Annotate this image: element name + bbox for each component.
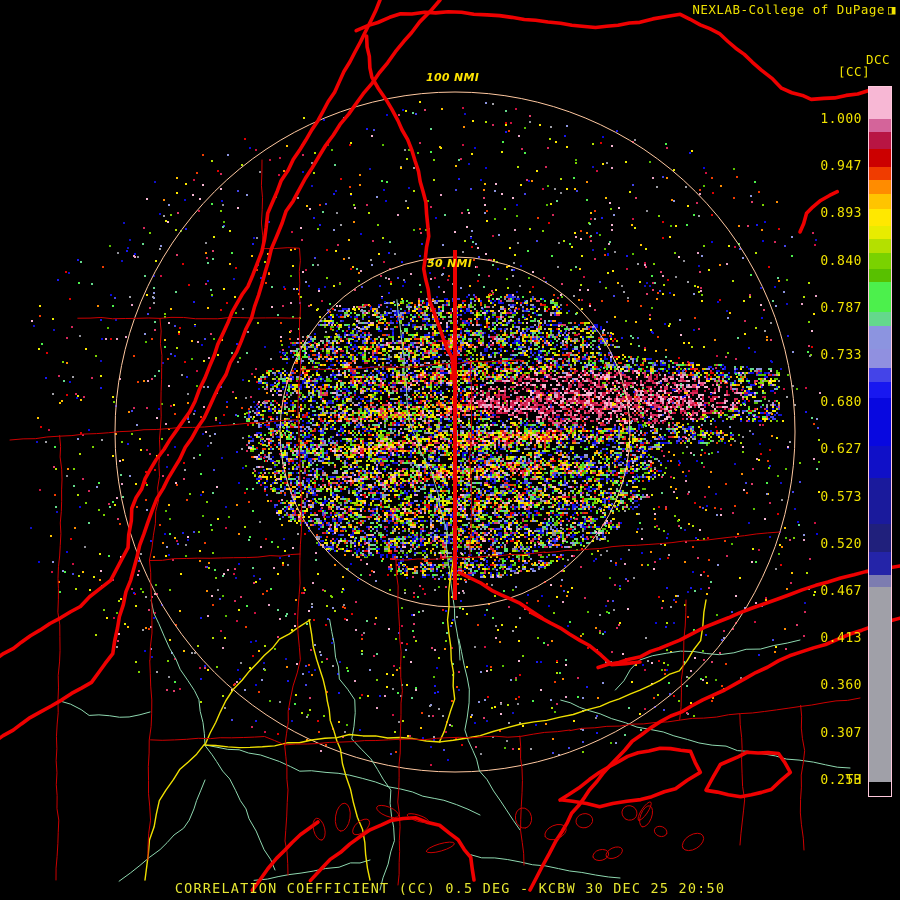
- colorbar-segment: [869, 194, 891, 209]
- colorbar-segment: [869, 587, 891, 783]
- colorbar-segment: [869, 523, 891, 553]
- colorbar-units-label: [CC]: [838, 64, 871, 79]
- colorbar-gradient: [869, 87, 891, 796]
- colorbar-segment: [869, 166, 891, 181]
- dupage-logo-icon: ◨: [887, 2, 896, 17]
- colorbar-threshold-label: TH: [845, 773, 862, 788]
- range-ring-label-100: 100 NMI: [426, 71, 480, 84]
- colorbar-tick: 0.520: [820, 536, 862, 552]
- colorbar-segment: [869, 445, 891, 478]
- colorbar-segment: [869, 382, 891, 398]
- nexlab-branding: NEXLAB-College of DuPage ◨: [692, 2, 896, 17]
- colorbar-segment: [869, 238, 891, 254]
- colorbar-segment: [869, 312, 891, 327]
- colorbar-tick: 0.947: [820, 159, 862, 175]
- colorbar-tick: 0.573: [820, 489, 862, 505]
- colorbar-segment: [869, 253, 891, 270]
- colorbar-segment: [869, 269, 891, 282]
- colorbar-segment: [869, 782, 891, 796]
- branding-text: NEXLAB-College of DuPage: [692, 2, 885, 17]
- colorbar-segment: [869, 226, 891, 239]
- colorbar-tick: 1.000: [820, 112, 862, 127]
- colorbar-tick: 0.307: [820, 725, 862, 741]
- colorbar-segment: [869, 131, 891, 150]
- colorbar-segment: [869, 326, 891, 349]
- colorbar-segment: [869, 208, 891, 227]
- colorbar-tick: 0.787: [820, 300, 862, 316]
- colorbar-segment: [869, 180, 891, 195]
- colorbar-segment: [869, 149, 891, 167]
- colorbar-tick: 0.413: [820, 631, 862, 647]
- colorbar-tick: 0.733: [820, 348, 862, 363]
- colorbar-segment: [869, 574, 891, 588]
- colorbar-segment: [869, 397, 891, 446]
- colorbar-segment: [869, 118, 891, 132]
- colorbar-product-label: DCC: [866, 52, 891, 67]
- colorbar-tick: 0.680: [820, 395, 862, 411]
- colorbar-segment: [869, 281, 891, 313]
- colorbar: [868, 86, 892, 797]
- range-ring-label-50: 50 NMI: [427, 257, 473, 270]
- colorbar-tick: 0.467: [820, 584, 862, 599]
- colorbar-tick: 0.253: [820, 772, 862, 788]
- colorbar-segment: [869, 477, 891, 524]
- colorbar-tick: 0.840: [820, 253, 862, 269]
- colorbar-tick: 0.627: [820, 442, 862, 458]
- colorbar-segment: [869, 348, 891, 368]
- colorbar-tick-labels: 1.000 0.947 0.893 0.840 0.787 0.733 0.680 0.627…: [780, 86, 862, 797]
- colorbar-tick: 0.893: [820, 206, 862, 222]
- colorbar-segment: [869, 367, 891, 383]
- colorbar-segment: [869, 552, 891, 575]
- colorbar-tick: 0.360: [820, 678, 862, 694]
- product-caption: CORRELATION COEFFICIENT (CC) 0.5 DEG - K…: [174, 881, 726, 897]
- colorbar-segment: [869, 87, 891, 119]
